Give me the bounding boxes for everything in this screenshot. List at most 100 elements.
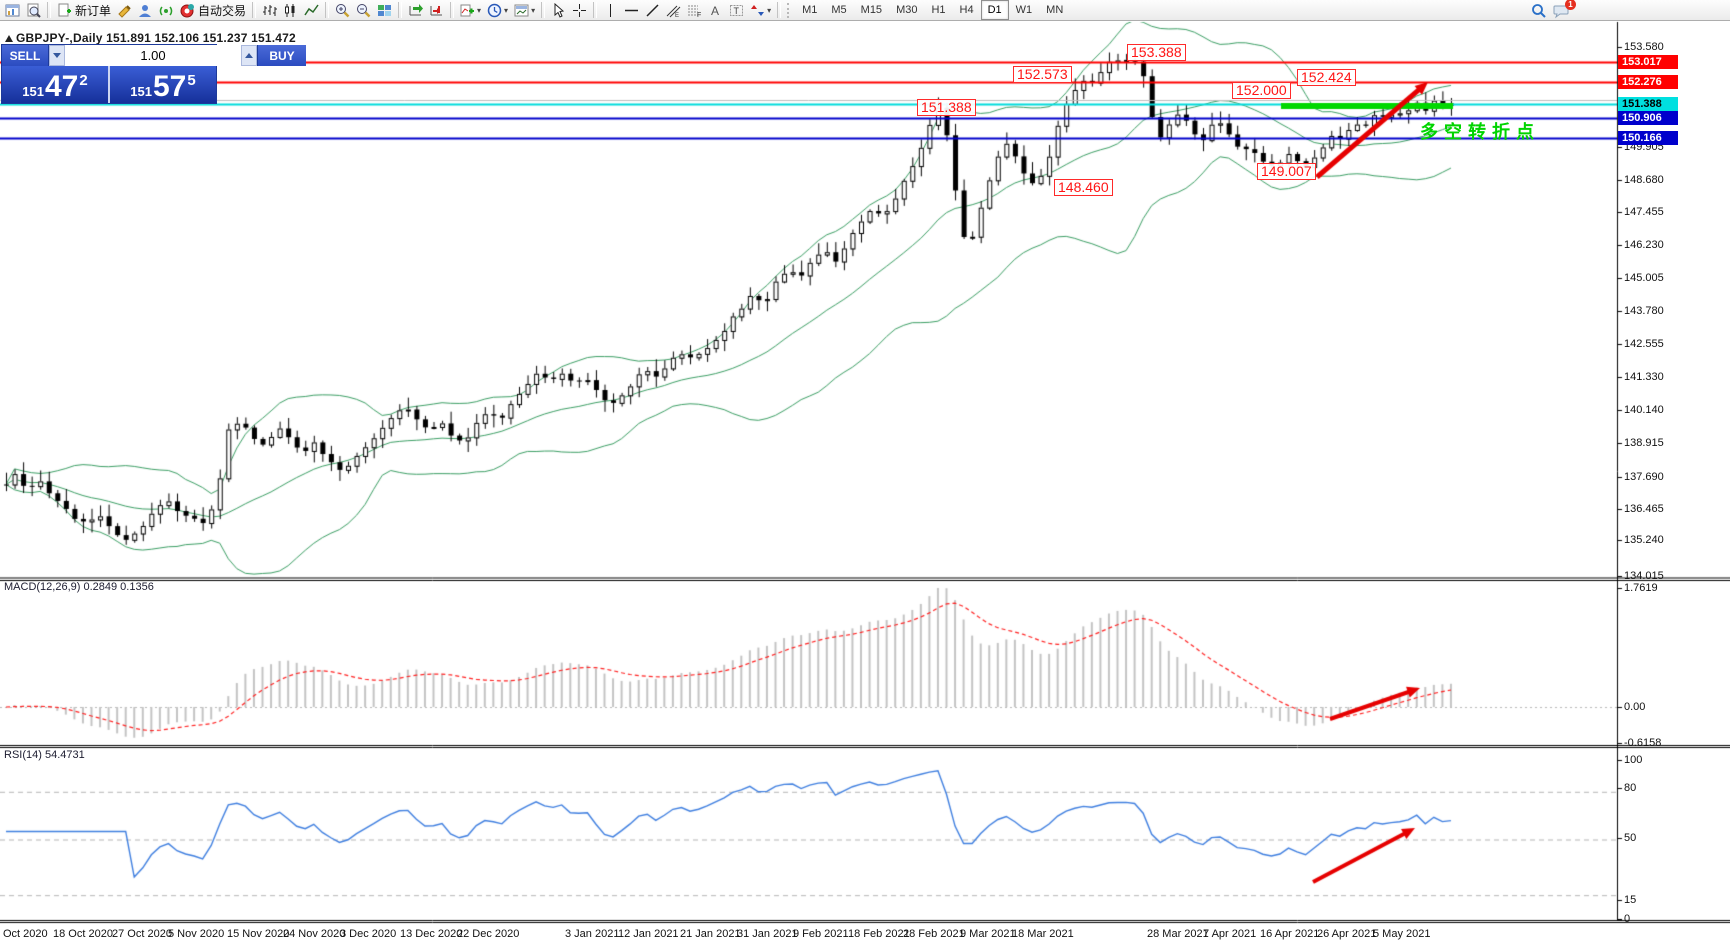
channel-icon: E xyxy=(666,3,681,18)
sell-button[interactable]: SELL xyxy=(2,45,49,66)
zoom-in-button[interactable] xyxy=(332,1,353,20)
dropdown-caret-icon: ▾ xyxy=(531,5,536,15)
date-axis-label: 18 Mar 2021 xyxy=(1012,928,1074,940)
axis-tick-label: 1.7619 xyxy=(1624,582,1658,594)
date-axis-label: 18 Feb 2021 xyxy=(848,928,910,940)
annotation-text[interactable]: 多空转折点 xyxy=(1420,122,1540,142)
timeframe-d1-button[interactable]: D1 xyxy=(980,0,1009,20)
zoom-out-icon xyxy=(356,3,371,18)
crosshair-button[interactable] xyxy=(569,1,590,20)
sell-price-sup: 2 xyxy=(79,72,88,89)
volume-increase-button[interactable] xyxy=(241,45,257,66)
axis-tick-label: 135.240 xyxy=(1624,534,1664,546)
price-label-box[interactable]: 151.388 xyxy=(917,99,976,116)
line-chart-button[interactable] xyxy=(301,1,322,20)
timeframe-m30-button[interactable]: M30 xyxy=(896,4,918,16)
buy-price-prefix: 151 xyxy=(130,84,152,99)
date-axis-label: 9 Mar 2021 xyxy=(960,928,1016,940)
auto-scroll-button[interactable] xyxy=(405,1,426,20)
timeframe-h4-button[interactable]: H4 xyxy=(959,4,974,16)
date-axis-label: 5 May 2021 xyxy=(1373,928,1431,940)
vertical-line-button[interactable] xyxy=(600,1,621,20)
trendline-button[interactable] xyxy=(642,1,663,20)
axis-tick-label: 143.780 xyxy=(1624,305,1664,317)
template-icon xyxy=(514,3,529,18)
preview-button[interactable] xyxy=(23,1,44,20)
autotrade-icon xyxy=(180,3,195,18)
date-axis-label: 3 Jan 2021 xyxy=(565,928,620,940)
arrows-icon xyxy=(750,3,765,18)
text-label-button[interactable]: T xyxy=(726,1,747,20)
price-label-box[interactable]: 152.424 xyxy=(1297,69,1356,86)
toolbar-grip xyxy=(787,2,792,18)
bar-chart-button[interactable] xyxy=(259,1,280,20)
price-label-box[interactable]: 149.007 xyxy=(1257,163,1316,180)
rsi-indicator-label: RSI(14) 54.4731 xyxy=(4,749,85,761)
chart-shift-icon xyxy=(429,3,444,18)
axis-tick-label: 137.690 xyxy=(1624,471,1664,483)
new-order-icon xyxy=(57,3,72,18)
fibonacci-button[interactable]: F xyxy=(684,1,705,20)
toolbar-separator xyxy=(541,2,546,18)
rsi-label-text: RSI(14) 54.4731 xyxy=(4,749,85,761)
periods-clock-icon xyxy=(487,3,502,18)
chart-symbol-title: GBPJPY-,Daily 151.891 152.106 151.237 15… xyxy=(5,31,296,45)
timeframe-m1-button[interactable]: M1 xyxy=(802,4,818,16)
indicators-button[interactable]: ▾ xyxy=(457,1,484,20)
periods-button[interactable]: ▾ xyxy=(484,1,511,20)
timeframe-w1-button[interactable]: W1 xyxy=(1015,4,1033,16)
buy-price-display[interactable]: 151 57 5 xyxy=(110,66,216,103)
date-axis-label: 9 Feb 2021 xyxy=(793,928,849,940)
chart-window-button[interactable] xyxy=(2,1,23,20)
svg-text:E: E xyxy=(675,13,679,18)
zoom-out-button[interactable] xyxy=(353,1,374,20)
axis-tick-label: 147.455 xyxy=(1624,206,1664,218)
arrows-button[interactable]: ▾ xyxy=(747,1,774,20)
horizontal-line-button[interactable] xyxy=(621,1,642,20)
date-axis-label: 22 Dec 2020 xyxy=(457,928,520,940)
sell-price-display[interactable]: 151 47 2 xyxy=(2,66,110,103)
candlestick-button[interactable] xyxy=(280,1,301,20)
axis-tick-label: 146.230 xyxy=(1624,239,1664,251)
price-label-box[interactable]: 152.573 xyxy=(1013,66,1072,83)
text-icon: A xyxy=(708,3,723,18)
axis-tick-label: 138.915 xyxy=(1624,437,1664,449)
price-label-box[interactable]: 148.460 xyxy=(1054,179,1113,196)
cursor-button[interactable] xyxy=(548,1,569,20)
autotrade-button[interactable]: 自动交易 xyxy=(177,1,249,20)
new-order-button[interactable]: 新订单 xyxy=(54,1,114,20)
axis-tick-label: 134.015 xyxy=(1624,570,1664,582)
buy-button[interactable]: BUY xyxy=(257,45,306,66)
main-toolbar: 新订单 自动交易 ▾ ▾ ▾ E F A T ▾ xyxy=(0,0,1730,21)
price-label-box[interactable]: 153.388 xyxy=(1127,44,1186,61)
channel-button[interactable]: E xyxy=(663,1,684,20)
volume-decrease-button[interactable] xyxy=(49,45,65,66)
cursor-icon xyxy=(551,2,566,18)
search-button[interactable] xyxy=(1528,1,1550,20)
price-level-badge: 150.166 xyxy=(1618,131,1678,145)
tile-windows-button[interactable] xyxy=(374,1,395,20)
chart-title-text: GBPJPY-,Daily 151.891 152.106 151.237 15… xyxy=(16,31,296,45)
volume-control xyxy=(49,45,257,66)
templates-button[interactable]: ▾ xyxy=(511,1,538,20)
volume-input[interactable] xyxy=(65,45,241,66)
date-axis-label: 18 Oct 2020 xyxy=(53,928,113,940)
toolbar-separator xyxy=(450,2,455,18)
timeframe-m5-button[interactable]: M5 xyxy=(831,4,847,16)
text-button[interactable]: A xyxy=(705,1,726,20)
timeframe-m15-button[interactable]: M15 xyxy=(860,4,883,16)
date-axis-label: 7 Apr 2021 xyxy=(1203,928,1257,940)
price-level-badge: 152.276 xyxy=(1618,75,1678,89)
notifications-button[interactable]: 1 xyxy=(1550,0,1576,20)
community-button[interactable] xyxy=(135,1,156,20)
date-axis-label: 21 Jan 2021 xyxy=(680,928,741,940)
timeframe-mn-button[interactable]: MN xyxy=(1046,4,1064,16)
search-icon xyxy=(1531,3,1547,19)
price-label-box[interactable]: 152.000 xyxy=(1232,82,1291,99)
macd-label-text: MACD(12,26,9) 0.2849 0.1356 xyxy=(4,581,154,593)
signals-button[interactable] xyxy=(156,1,177,20)
history-broom-button[interactable] xyxy=(114,1,135,20)
chart-shift-button[interactable] xyxy=(426,1,447,20)
timeframe-h1-button[interactable]: H1 xyxy=(931,4,946,16)
